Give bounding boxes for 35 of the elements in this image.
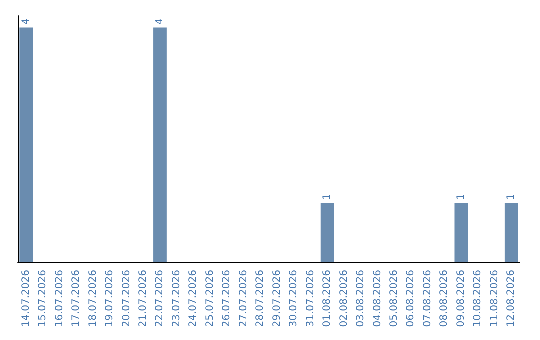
- x-tick-label: 17.07.2026: [71, 270, 82, 328]
- x-tick-label: 31.07.2026: [305, 270, 316, 328]
- data-label: 1: [456, 194, 467, 200]
- x-tick-label: 14.07.2026: [20, 270, 32, 328]
- x-tick-label: 06.08.2026: [406, 270, 417, 328]
- x-tick-label: 09.08.2026: [456, 270, 467, 328]
- x-tick-label: 19.07.2026: [104, 270, 116, 328]
- x-tick-label: 24.07.2026: [188, 270, 200, 328]
- data-label: 1: [322, 194, 334, 200]
- x-tick-label: 11.08.2026: [489, 270, 500, 328]
- x-tick-label: 18.07.2026: [88, 270, 99, 328]
- data-label: 4: [20, 18, 32, 25]
- x-tick-label: 22.07.2026: [154, 270, 166, 328]
- x-tick-label: 25.07.2026: [204, 270, 216, 328]
- x-tick-label: 15.07.2026: [38, 270, 49, 328]
- x-tick-label: 05.08.2026: [389, 270, 400, 328]
- x-tick-label: 21.07.2026: [138, 270, 149, 328]
- x-tick-label: 27.07.2026: [238, 270, 250, 328]
- x-tick-label: 04.08.2026: [372, 270, 384, 328]
- data-label: 4: [154, 18, 166, 25]
- x-tick-label: 16.07.2026: [54, 270, 66, 328]
- x-tick-label: 03.08.2026: [356, 270, 367, 328]
- x-tick-label: 29.07.2026: [272, 270, 283, 328]
- x-tick-label: 07.08.2026: [422, 270, 434, 328]
- x-tick-label: 02.08.2026: [338, 270, 350, 328]
- x-tick-label: 08.08.2026: [439, 270, 450, 328]
- x-tick-label: 28.07.2026: [255, 270, 266, 328]
- x-tick-label: 26.07.2026: [222, 270, 233, 328]
- x-tick-label: 10.08.2026: [472, 270, 484, 328]
- x-tick-label: 01.08.2026: [322, 270, 334, 328]
- data-label: 1: [506, 194, 518, 200]
- x-tick-label: 12.08.2026: [506, 270, 518, 328]
- x-tick-label: 20.07.2026: [121, 270, 132, 328]
- x-tick-label: 23.07.2026: [171, 270, 182, 328]
- x-tick-label: 30.07.2026: [288, 270, 300, 328]
